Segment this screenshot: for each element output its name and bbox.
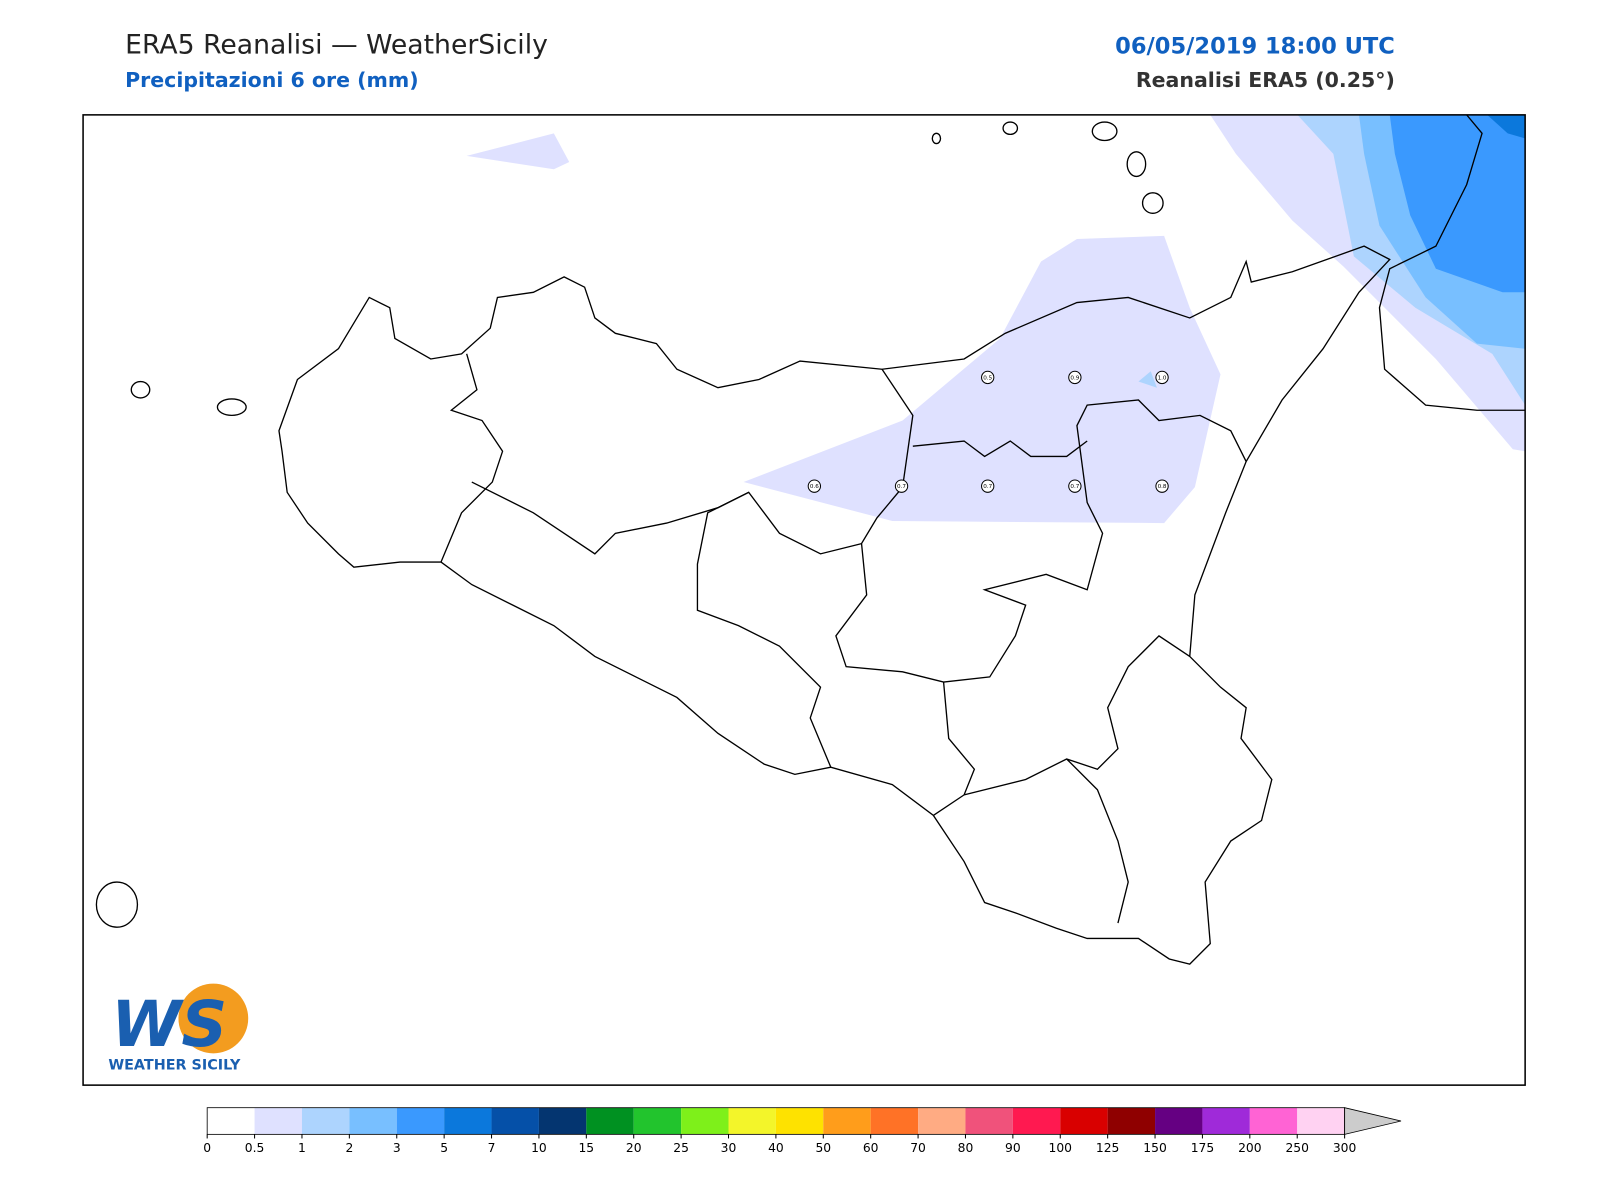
island <box>1002 121 1019 136</box>
colorbar-swatch <box>823 1107 871 1135</box>
subtitle: Precipitazioni 6 ore (mm) <box>125 68 418 92</box>
station-marker <box>981 479 995 493</box>
colorbar-label: 80 <box>958 1141 974 1155</box>
station-marker <box>807 479 822 493</box>
colorbar-label: 300 <box>1333 1141 1356 1155</box>
map-frame <box>82 114 1526 1086</box>
stations: 0.5 0.9 1.0 0.6 0.7 0.7 0.7 0.8 <box>807 370 1169 493</box>
colorbar-swatch <box>207 1107 255 1135</box>
map: 0.5 0.9 1.0 0.6 0.7 0.7 0.7 0.8 WS WEATHER SICI… <box>82 114 1526 1086</box>
logo-name: WEATHER SICILY <box>108 1058 241 1074</box>
station-marker <box>981 370 995 385</box>
station-value: 0.6 <box>810 484 819 490</box>
station-value: 0.7 <box>1070 484 1079 490</box>
colorbar-label: 7 <box>488 1141 496 1155</box>
colorbar-swatch <box>349 1107 397 1135</box>
boundary <box>440 353 862 563</box>
colorbar-swatch <box>1012 1107 1061 1135</box>
station-marker <box>1068 370 1082 385</box>
colorbar-extend <box>1344 1107 1402 1135</box>
island <box>1126 151 1147 178</box>
station-marker <box>1155 370 1169 385</box>
station-marker <box>1068 479 1082 493</box>
colorbar-label: 125 <box>1096 1141 1119 1155</box>
colorbar-label: 60 <box>863 1141 879 1155</box>
station-value: 0.8 <box>1158 484 1167 490</box>
station-value: 0.7 <box>983 484 992 490</box>
colorbar-label: 0 <box>203 1141 211 1155</box>
colorbar-label: 20 <box>626 1141 642 1155</box>
boundary <box>912 440 1088 458</box>
station-marker <box>1155 479 1169 493</box>
colorbar-swatch <box>254 1107 302 1135</box>
colorbar-label: 10 <box>531 1141 547 1155</box>
colorbar-swatch <box>1060 1107 1108 1135</box>
colorbar-label: 15 <box>578 1141 594 1155</box>
colorbar-swatch <box>870 1107 919 1135</box>
logo: WS WEATHER SICILY <box>108 983 249 1074</box>
colorbar-swatch <box>301 1107 350 1135</box>
coastline <box>1378 114 1526 411</box>
colorbar-label: 3 <box>393 1141 401 1155</box>
colorbar-label: 0.5 <box>245 1141 265 1155</box>
colorbar: 0 0.5 1 2 3 5 7 10 15 20 25 30 40 50 60 70 80 90 100 125 150… <box>203 1107 1402 1155</box>
island <box>130 380 151 399</box>
colorbar-label: 50 <box>815 1141 831 1155</box>
island <box>216 398 247 417</box>
colorbar-swatch <box>1107 1107 1156 1135</box>
precip-area <box>466 133 570 170</box>
colorbar-label: 70 <box>910 1141 926 1155</box>
colorbar-swatch <box>491 1107 539 1135</box>
colorbar-swatch <box>1155 1107 1203 1135</box>
precip-area <box>1487 114 1526 139</box>
colorbar-label: 1 <box>298 1141 306 1155</box>
logo-mark: WS <box>111 987 227 1061</box>
boundary <box>835 368 1247 683</box>
logo-circle <box>178 983 249 1054</box>
station-value: 1.0 <box>1158 375 1167 381</box>
colorbar-label: 5 <box>440 1141 448 1155</box>
colorbar-swatch <box>1297 1107 1345 1135</box>
colorbar-label: 25 <box>673 1141 689 1155</box>
colorbar-swatch <box>396 1107 445 1135</box>
colorbar-swatch <box>965 1107 1013 1135</box>
colorbar-swatch <box>586 1107 634 1135</box>
colorbar-swatch <box>775 1107 824 1135</box>
station-value: 0.7 <box>897 484 906 490</box>
precip-area <box>1138 371 1157 388</box>
island <box>931 132 942 145</box>
island <box>95 881 139 928</box>
colorbar-swatch <box>444 1107 492 1135</box>
station-marker <box>894 479 909 493</box>
colorbar-swatch <box>633 1107 682 1135</box>
colorbar-swatch <box>1202 1107 1250 1135</box>
colorbar-label: 2 <box>345 1141 353 1155</box>
coastline <box>278 245 1391 965</box>
colorbar-swatch <box>918 1107 966 1135</box>
colorbar-label: 200 <box>1238 1141 1261 1155</box>
source: Reanalisi ERA5 (0.25°) <box>1136 68 1395 92</box>
colorbar-label: 40 <box>768 1141 784 1155</box>
colorbar-label: 90 <box>1005 1141 1021 1155</box>
colorbar-swatch <box>728 1107 776 1135</box>
colorbar-swatch <box>681 1107 729 1135</box>
colorbar-label: 100 <box>1049 1141 1072 1155</box>
colorbar-label: 150 <box>1143 1141 1166 1155</box>
colorbar-label: 250 <box>1285 1141 1308 1155</box>
boundary <box>696 491 1191 924</box>
island <box>1141 192 1164 214</box>
colorbar-swatch <box>1249 1107 1298 1135</box>
colorbar-label: 175 <box>1191 1141 1214 1155</box>
datetime: 06/05/2019 18:00 UTC <box>1115 33 1395 59</box>
island <box>1091 121 1118 142</box>
title: ERA5 Reanalisi — WeatherSicily <box>125 29 548 60</box>
station-value: 0.5 <box>983 375 992 381</box>
station-value: 0.9 <box>1070 375 1079 381</box>
colorbar-label: 30 <box>721 1141 737 1155</box>
colorbar-swatch <box>538 1107 587 1135</box>
